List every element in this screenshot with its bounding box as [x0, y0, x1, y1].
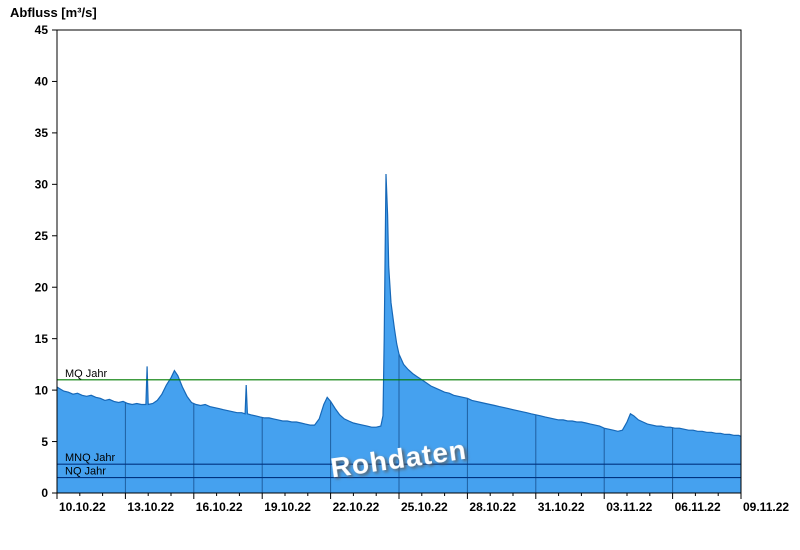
x-tick-label: 31.10.22 — [538, 500, 585, 514]
x-tick-label: 22.10.22 — [333, 500, 380, 514]
y-tick-label: 0 — [41, 486, 48, 500]
y-tick-label: 40 — [35, 75, 49, 89]
y-tick-label: 15 — [35, 332, 49, 346]
x-tick-label: 19.10.22 — [264, 500, 311, 514]
chart-title: Abfluss [m³/s] — [10, 5, 97, 20]
x-tick-label: 06.11.22 — [675, 500, 721, 514]
reference-label-nq-jahr: NQ Jahr — [65, 466, 106, 478]
y-tick-label: 30 — [35, 178, 49, 192]
x-tick-label: 28.10.22 — [469, 500, 516, 514]
reference-label-mnq-jahr: MNQ Jahr — [65, 452, 115, 464]
discharge-line — [56, 173, 742, 437]
x-tick-label: 16.10.22 — [196, 500, 243, 514]
x-tick-label: 03.11.22 — [606, 500, 652, 514]
y-tick-label: 10 — [35, 383, 49, 397]
y-tick-label: 20 — [35, 280, 49, 294]
y-tick-label: 25 — [35, 229, 49, 243]
y-tick-label: 5 — [41, 435, 48, 449]
x-tick-label: 09.11.22 — [743, 500, 789, 514]
discharge-area — [57, 174, 741, 493]
x-tick-label: 13.10.22 — [127, 500, 174, 514]
x-tick-label: 25.10.22 — [401, 500, 448, 514]
y-tick-label: 45 — [35, 23, 49, 37]
x-tick-label: 10.10.22 — [59, 500, 106, 514]
y-tick-label: 35 — [35, 126, 49, 140]
reference-label-mq-jahr: MQ Jahr — [65, 368, 108, 380]
